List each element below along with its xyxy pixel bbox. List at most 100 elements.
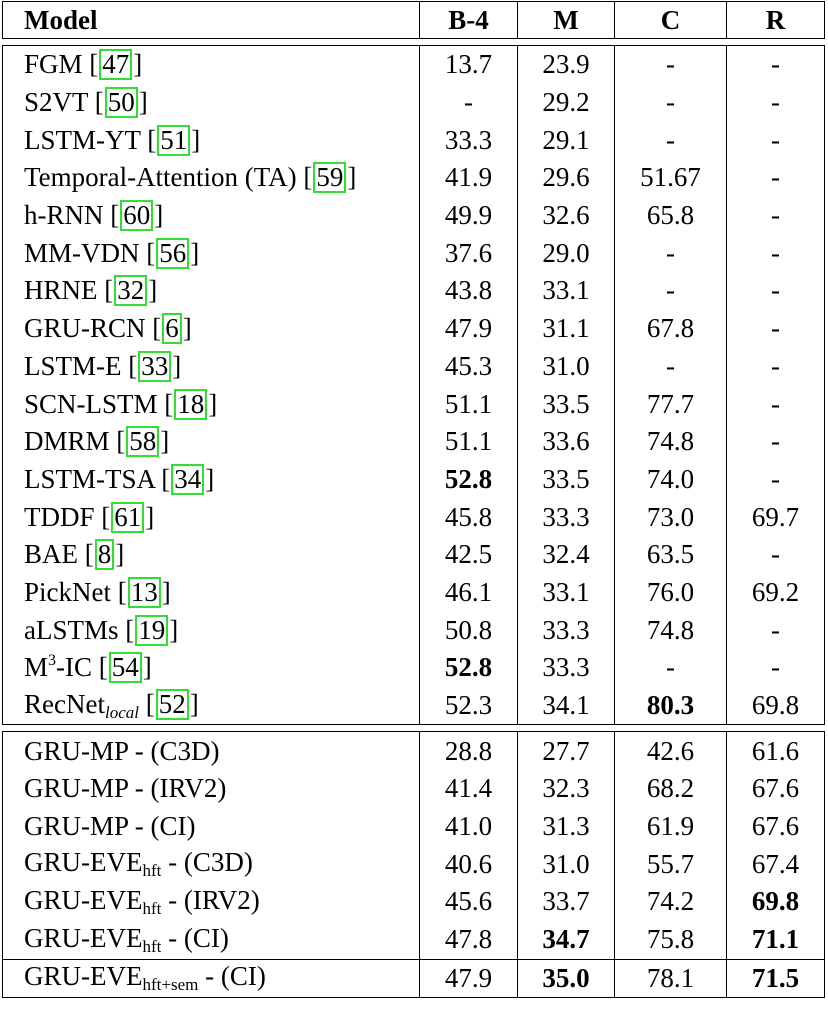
- score-r-cell: -: [726, 649, 825, 687]
- score-b4-cell: 41.4: [419, 770, 518, 808]
- score-c-cell: 63.5: [614, 535, 727, 574]
- score-m-cell: 31.3: [517, 807, 615, 846]
- score-r-cell: 67.6: [726, 807, 825, 846]
- model-name-cell: BAE [8]: [2, 535, 420, 574]
- table-row: DMRM [58] 51.1 33.6 74.8-: [2, 422, 825, 461]
- score-b4-cell: 40.6: [419, 845, 518, 884]
- model-name: GRU-MP: [24, 773, 129, 804]
- score-m-cell: 32.6: [517, 196, 615, 235]
- model-suffix: - (CI): [161, 922, 229, 953]
- score-b4-cell: 47.9: [419, 309, 518, 348]
- model-name: GRU-EVE: [24, 961, 143, 992]
- model-name-cell: S2VT [50]: [2, 83, 420, 122]
- score-b4-cell: 47.9: [419, 958, 518, 999]
- model-name: h-RNN: [24, 200, 104, 231]
- section-separator: [2, 38, 825, 46]
- citation-link[interactable]: 52: [155, 688, 189, 720]
- model-name-cell: TDDF [61]: [2, 498, 420, 536]
- model-name-cell: SCN-LSTM [18]: [2, 385, 420, 423]
- citation-link[interactable]: 32: [114, 275, 148, 307]
- score-c-cell: 76.0: [614, 573, 727, 612]
- score-r-cell: -: [726, 121, 825, 160]
- score-c-cell: 73.0: [614, 498, 727, 536]
- citation-link[interactable]: 51: [157, 124, 191, 156]
- score-m-cell: 31.1: [517, 309, 615, 348]
- model-name: BAE: [24, 539, 78, 570]
- citation-link[interactable]: 6: [162, 313, 182, 345]
- table-row: TDDF [61] 45.8 33.3 73.0 69.7: [2, 498, 825, 536]
- citation-link[interactable]: 18: [174, 388, 208, 420]
- model-name-cell: RecNetlocal [52]: [2, 686, 420, 725]
- score-b4-cell: 46.1: [419, 573, 518, 612]
- score-r-cell: 67.6: [726, 770, 825, 808]
- model-suffix: - (CI): [198, 961, 266, 992]
- citation-link[interactable]: 13: [127, 576, 161, 608]
- citation-link[interactable]: 58: [126, 426, 160, 458]
- model-name-cell: FGM [47]: [2, 45, 420, 84]
- model-name-cell: GRU-MP - (IRV2): [2, 770, 420, 808]
- model-subscript: hft: [142, 861, 162, 881]
- table-row: PickNet [13] 46.1 33.1 76.0 69.2: [2, 573, 825, 612]
- model-name: S2VT: [24, 87, 89, 118]
- model-name-cell: LSTM-TSA [34]: [2, 460, 420, 499]
- score-c-cell: 42.6: [614, 731, 727, 771]
- score-c-cell: 55.7: [614, 845, 727, 884]
- citation-link[interactable]: 54: [108, 652, 142, 684]
- model-name-cell: GRU-MP - (C3D): [2, 731, 420, 771]
- model-name: RecNet: [24, 688, 105, 719]
- score-b4-cell: 45.8: [419, 498, 518, 536]
- score-b4-cell: 28.8: [419, 731, 518, 771]
- score-r-cell: -: [726, 422, 825, 461]
- citation-link[interactable]: 59: [313, 162, 347, 194]
- model-name: GRU-EVE: [24, 847, 143, 878]
- score-c-cell: -: [614, 45, 727, 84]
- citation-link[interactable]: 8: [94, 539, 115, 571]
- model-name-cell: M3-IC [54]: [2, 649, 420, 687]
- citation-link[interactable]: 56: [156, 237, 190, 269]
- model-name-cell: GRU-MP - (CI): [2, 807, 420, 846]
- table-row: GRU-MP - (IRV2) 41.4 32.3 68.2 67.6: [2, 770, 825, 808]
- model-subscript: hft: [142, 898, 162, 918]
- table-row: HRNE [32] 43.8 33.1- -: [2, 272, 825, 310]
- score-m-cell: 32.3: [517, 770, 615, 808]
- score-c-cell: 80.3: [614, 686, 727, 725]
- citation-link[interactable]: 33: [138, 350, 172, 382]
- model-suffix: - (CI): [128, 811, 196, 842]
- table-row: M3-IC [54] 52.8 33.3- -: [2, 649, 825, 687]
- score-r-cell: 69.2: [726, 573, 825, 612]
- table-row: LSTM-E [33] 45.3 31.0- -: [2, 347, 825, 386]
- citation-link[interactable]: 61: [111, 501, 145, 533]
- separator-gap: [2, 724, 825, 733]
- score-b4-cell: 42.5: [419, 535, 518, 574]
- table-row: aLSTMs [19] 50.8 33.3 74.8-: [2, 611, 825, 649]
- model-name: GRU-EVE: [24, 884, 143, 915]
- score-m-cell: 27.7: [517, 731, 615, 771]
- citation-link[interactable]: 47: [99, 49, 133, 81]
- model-name: PickNet: [24, 576, 111, 607]
- score-m-cell: 33.5: [517, 385, 615, 423]
- score-r-cell: 69.7: [726, 498, 825, 536]
- model-name-cell: HRNE [32]: [2, 272, 420, 310]
- citation-link[interactable]: 19: [135, 614, 169, 646]
- citation-link[interactable]: 34: [171, 463, 205, 495]
- score-c-cell: 51.67: [614, 159, 727, 197]
- model-name: aLSTMs: [24, 614, 119, 645]
- citation-link[interactable]: 50: [104, 87, 138, 119]
- table-row: RecNetlocal [52] 52.3 34.1 80.3 69.8: [2, 686, 825, 725]
- score-r-cell: 67.4: [726, 845, 825, 884]
- score-b4-cell: 49.9: [419, 196, 518, 235]
- citation-link[interactable]: 60: [120, 200, 154, 232]
- table-row: S2VT [50] -29.2- -: [2, 83, 825, 122]
- model-suffix: - (IRV2): [128, 773, 227, 804]
- model-name-cell: GRU-RCN [6]: [2, 309, 420, 348]
- score-r-cell: -: [726, 460, 825, 499]
- model-name: LSTM-YT: [24, 124, 141, 155]
- table-row: GRU-RCN [6] 47.9 31.1 67.8-: [2, 309, 825, 348]
- model-name: SCN-LSTM: [24, 388, 158, 419]
- model-name: TDDF: [24, 501, 95, 532]
- score-b4-cell: 50.8: [419, 611, 518, 649]
- score-r-cell: 61.6: [726, 731, 825, 771]
- score-c-cell: 74.8: [614, 611, 727, 649]
- score-b4-cell: 52.8: [419, 460, 518, 499]
- table-row: MM-VDN [56] 37.6 29.0- -: [2, 234, 825, 273]
